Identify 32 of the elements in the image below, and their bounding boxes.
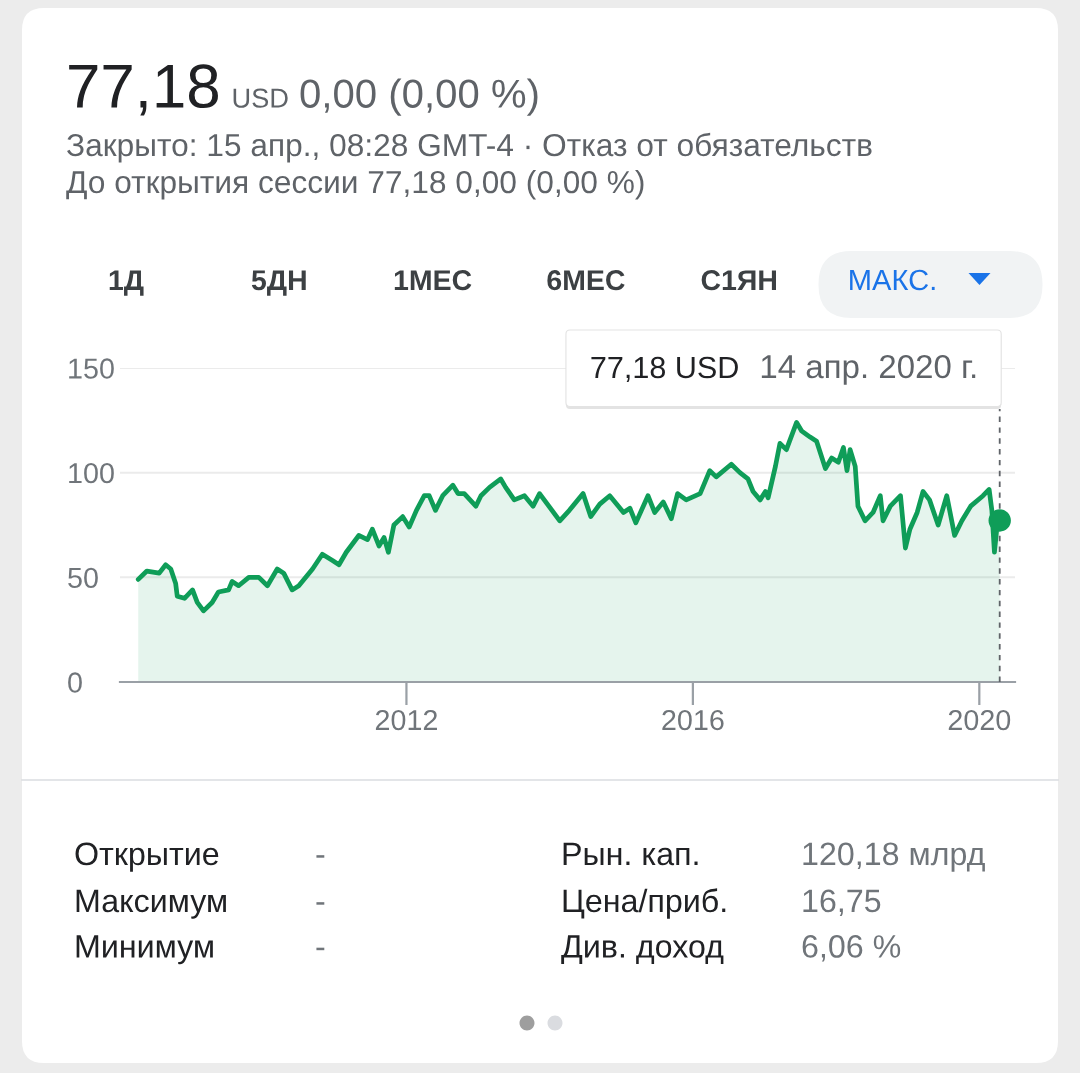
annotation: 14 апр. 2020 г. xyxy=(761,354,976,385)
x-tick-label: 2012 xyxy=(375,709,437,731)
y-tick-label: 50 xyxy=(68,567,98,589)
text: Див. доход xyxy=(561,935,724,964)
text: Максимум xyxy=(76,889,226,919)
text: До открытия сессии 77,18 0,00 (0,00 %) xyxy=(66,170,644,200)
text: Рын. кап. xyxy=(563,842,698,866)
text: 6МЕС xyxy=(547,270,625,291)
y-tick-label: 150 xyxy=(69,358,114,379)
text: USD xyxy=(233,88,288,108)
text: 6,06 % xyxy=(802,935,901,962)
chart-title: 77,18 xyxy=(69,64,218,116)
x-tick-label: 2016 xyxy=(662,709,724,731)
text: 1МЕС xyxy=(394,270,472,291)
text: 0,00 (0,00 %) xyxy=(300,78,538,116)
text: Закрыто: 15 апр., 08:28 GMT-4 · Отказ от обязательств xyxy=(67,132,872,163)
text: Минимум xyxy=(76,935,213,965)
text: Цена/приб. xyxy=(563,888,726,919)
text: Открытие xyxy=(75,842,219,872)
text: 5ДН xyxy=(251,270,306,296)
y-tick-label: 0 xyxy=(68,672,82,693)
text: С1ЯН xyxy=(701,270,776,291)
text: 1Д xyxy=(109,270,144,296)
text: - xyxy=(316,855,325,858)
text: 120,18 млрд xyxy=(803,842,985,872)
x-tick-label: 2020 xyxy=(948,709,1011,731)
text: - xyxy=(316,947,325,951)
annotation: 77,18 USD xyxy=(591,356,738,382)
y-tick-label: 100 xyxy=(69,463,114,484)
text: 16,75 xyxy=(803,889,881,917)
text: МАКС. xyxy=(850,269,935,291)
text: - xyxy=(316,902,325,905)
